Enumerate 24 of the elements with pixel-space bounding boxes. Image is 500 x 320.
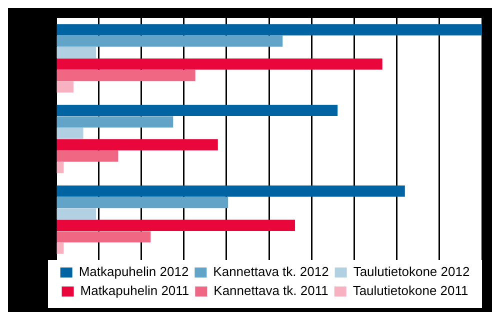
bar (56, 128, 84, 139)
bar (56, 186, 405, 197)
bar (56, 70, 196, 82)
legend-label: Matkapuhelin 2012 (78, 264, 189, 280)
legend-label: Taulutietokone 2011 (352, 283, 468, 298)
bar (56, 36, 283, 47)
bar (56, 58, 382, 70)
bar (56, 47, 96, 58)
bar (56, 81, 74, 93)
bar (56, 116, 174, 128)
legend-label: Kannettava tk. 2011 (214, 283, 328, 298)
bar (56, 24, 482, 36)
bar (56, 208, 96, 220)
bar (56, 196, 228, 208)
bar (56, 220, 295, 231)
legend-label: Kannettava tk. 2012 (213, 264, 329, 280)
bar (56, 231, 151, 242)
bar (56, 162, 64, 174)
bar (56, 150, 118, 162)
legend-label: Matkapuhelin 2011 (80, 283, 190, 298)
legend-label: Taulutietokone 2012 (353, 264, 470, 280)
bar (56, 104, 338, 116)
bar (56, 242, 64, 254)
bar (56, 139, 218, 150)
